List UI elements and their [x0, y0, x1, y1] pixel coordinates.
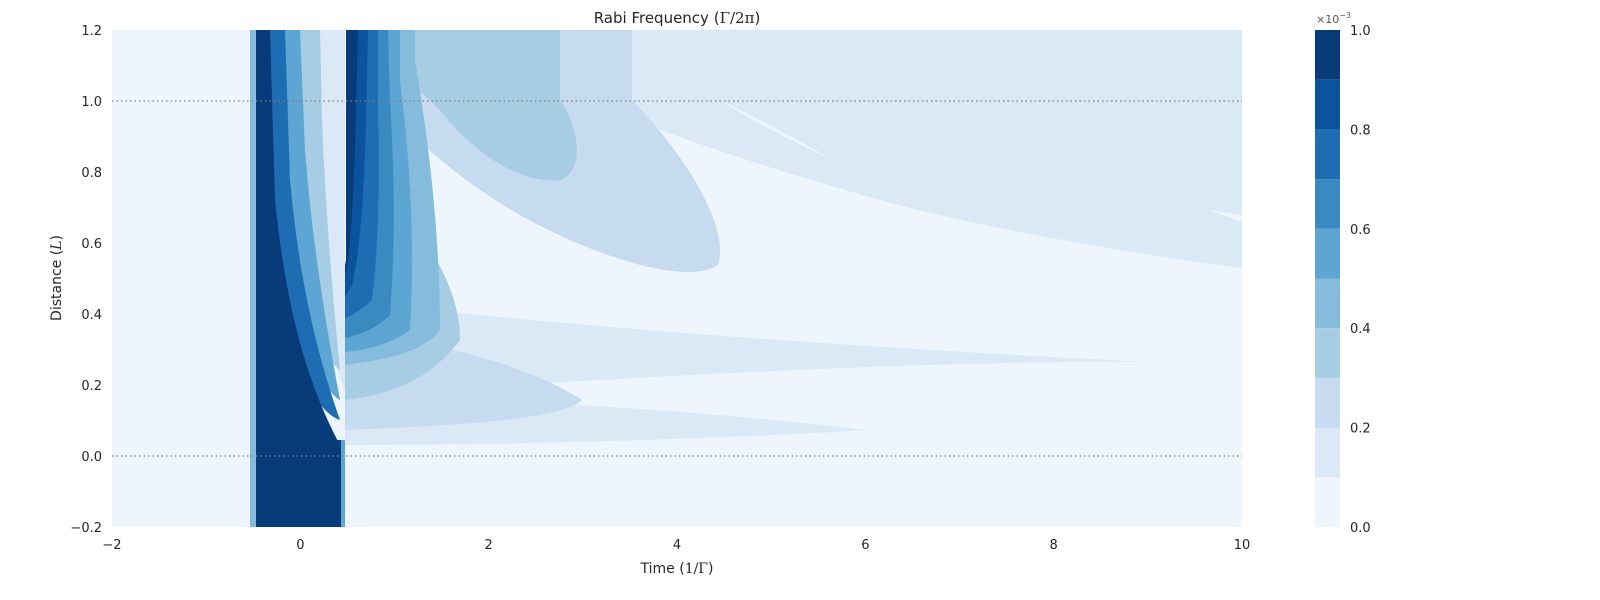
x-tick-label: 0 — [296, 538, 304, 553]
colorbar-tick-label: 0.8 — [1350, 123, 1371, 138]
y-label-math: L — [49, 241, 65, 251]
x-tick-label: 2 — [485, 538, 493, 553]
colorbar-segment — [1315, 129, 1340, 180]
y-label-suffix: ) — [49, 235, 65, 240]
x-axis-ticks: −2 0 2 4 6 8 10 — [102, 538, 1250, 553]
y-tick-label: 1.0 — [81, 95, 102, 110]
x-tick-label: 8 — [1050, 538, 1058, 553]
colorbar-segment — [1315, 79, 1340, 130]
colorbar-ticks: 0.0 0.2 0.4 0.6 0.8 1.0 — [1350, 24, 1371, 536]
input-pulse-left-edge — [250, 30, 256, 527]
y-tick-label: 0.4 — [81, 308, 102, 323]
colorbar-segment — [1315, 427, 1340, 478]
x-axis-label: Time (1/Γ) — [640, 561, 714, 577]
colorbar-exponent: ×10−3 — [1316, 11, 1351, 26]
x-label-prefix: Time ( — [640, 561, 685, 577]
colorbar-segment — [1315, 377, 1340, 428]
pulse-fan-level-9 — [255, 30, 340, 527]
colorbar-tick-label: 0.6 — [1350, 223, 1371, 238]
colorbar-segment — [1315, 228, 1340, 279]
contour-level-1-corner — [1220, 30, 1242, 110]
x-tick-label: −2 — [102, 538, 121, 553]
input-pulse-band — [254, 440, 341, 527]
x-tick-label: 6 — [861, 538, 869, 553]
y-axis-label: Distance (L) — [49, 235, 65, 321]
colorbar-tick-label: 0.0 — [1350, 521, 1371, 536]
x-label-suffix: ) — [708, 561, 713, 577]
x-tick-label: 10 — [1234, 538, 1251, 553]
y-axis-ticks: −0.2 0.0 0.2 0.4 0.6 0.8 1.0 1.2 — [70, 24, 102, 536]
y-tick-label: 0.6 — [81, 237, 102, 252]
x-label-math: 1/Γ — [685, 561, 709, 577]
contour-level-9 — [345, 30, 358, 275]
colorbar — [1315, 30, 1340, 527]
y-label-prefix: Distance ( — [49, 250, 65, 321]
title-math: Γ/2π — [720, 9, 755, 27]
colorbar-tick-label: 0.2 — [1350, 422, 1371, 437]
colorbar-exponent-base: ×10 — [1316, 13, 1339, 26]
y-tick-label: 1.2 — [81, 24, 102, 39]
y-tick-label: −0.2 — [70, 521, 102, 536]
x-tick-label: 4 — [673, 538, 681, 553]
colorbar-segment — [1315, 477, 1340, 527]
colorbar-segment — [1315, 328, 1340, 378]
y-tick-label: 0.0 — [81, 450, 102, 465]
y-tick-label: 0.8 — [81, 166, 102, 181]
colorbar-segment — [1315, 30, 1340, 80]
title-suffix: ) — [754, 9, 760, 27]
contour-level-1-low-band — [345, 300, 1150, 395]
colorbar-segment — [1315, 179, 1340, 229]
pulse-fan-level-7 — [260, 30, 340, 420]
colorbar-tick-label: 0.4 — [1350, 322, 1371, 337]
contour-plot-area — [112, 30, 1242, 527]
chart-title: Rabi Frequency (Γ/2π) — [594, 9, 761, 27]
reference-lines — [112, 100, 1242, 457]
colorbar-segment — [1315, 278, 1340, 329]
colorbar-tick-label: 1.0 — [1350, 24, 1371, 39]
colorbar-exponent-power: −3 — [1339, 11, 1351, 20]
title-prefix: Rabi Frequency ( — [594, 9, 720, 27]
contour-level-1-top-mid — [720, 30, 1242, 268]
y-tick-label: 0.2 — [81, 379, 102, 394]
